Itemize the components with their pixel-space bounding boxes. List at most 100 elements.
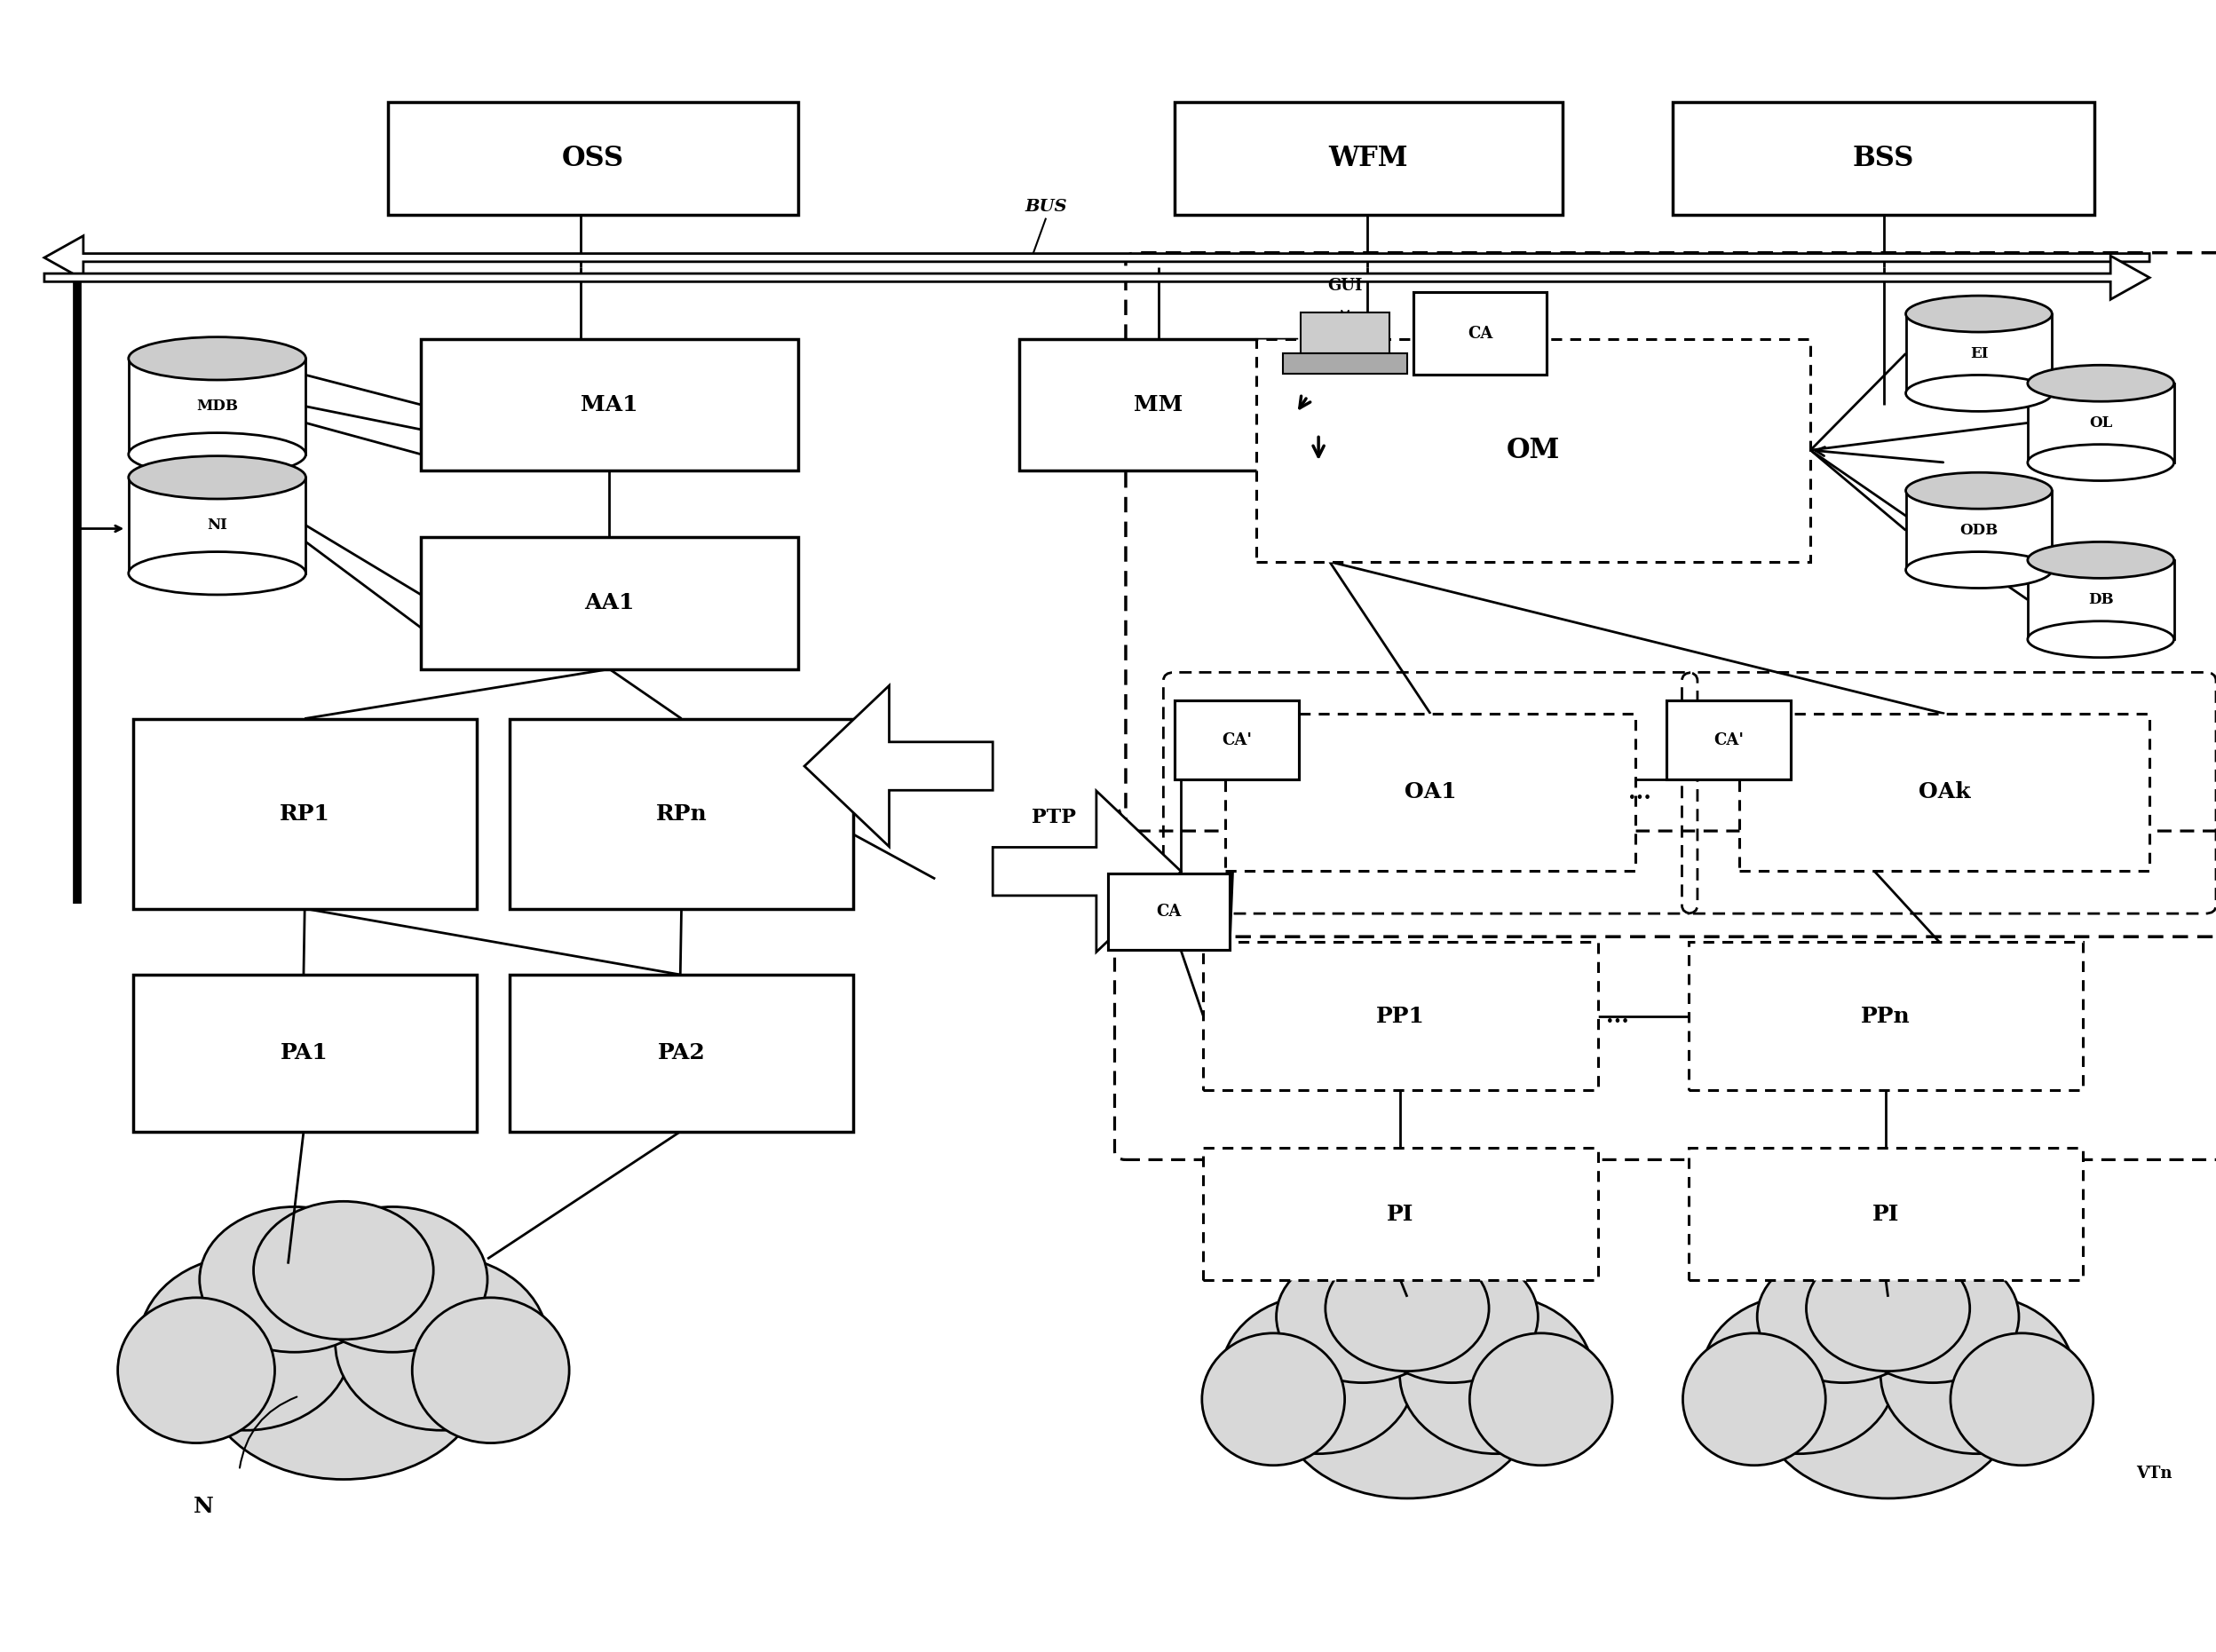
Ellipse shape <box>1906 296 2052 332</box>
Polygon shape <box>44 236 2150 279</box>
Bar <box>1174 102 1562 215</box>
Bar <box>1019 339 1296 471</box>
Bar <box>2028 560 2174 639</box>
Ellipse shape <box>1682 1333 1826 1465</box>
Text: PI: PI <box>1387 1204 1414 1224</box>
Text: ODB: ODB <box>1959 522 1999 539</box>
Ellipse shape <box>1846 1251 2019 1383</box>
Bar <box>133 975 476 1132</box>
Bar <box>1174 700 1299 780</box>
Ellipse shape <box>117 1298 275 1444</box>
Ellipse shape <box>1906 375 2052 411</box>
Ellipse shape <box>129 456 306 499</box>
Ellipse shape <box>297 1206 488 1351</box>
Ellipse shape <box>1281 1317 1533 1498</box>
Text: CA: CA <box>1157 904 1181 920</box>
Bar <box>129 477 306 573</box>
Bar <box>2028 383 2174 463</box>
Bar <box>1689 942 2083 1090</box>
Text: OL: OL <box>2090 415 2112 431</box>
Text: ...: ... <box>1607 1006 1629 1026</box>
Bar <box>1225 714 1635 871</box>
Polygon shape <box>44 256 2150 299</box>
Text: RP1: RP1 <box>279 803 330 824</box>
Bar <box>510 719 853 909</box>
Text: BSS: BSS <box>1853 145 1915 172</box>
Ellipse shape <box>129 552 306 595</box>
Ellipse shape <box>1906 472 2052 509</box>
Polygon shape <box>993 791 1181 952</box>
Text: MA1: MA1 <box>581 395 638 415</box>
Ellipse shape <box>129 337 306 380</box>
Bar <box>1203 1148 1598 1280</box>
Ellipse shape <box>1401 1295 1593 1454</box>
Ellipse shape <box>1201 1333 1345 1465</box>
Text: MM: MM <box>1132 395 1183 415</box>
Ellipse shape <box>140 1256 352 1431</box>
Ellipse shape <box>1221 1295 1414 1454</box>
Polygon shape <box>804 686 993 847</box>
Bar <box>1203 942 1598 1090</box>
Ellipse shape <box>2028 365 2174 401</box>
Ellipse shape <box>1276 1251 1449 1383</box>
Bar <box>1414 292 1547 375</box>
Bar <box>510 975 853 1132</box>
Ellipse shape <box>253 1201 434 1340</box>
Text: PPn: PPn <box>1861 1006 1910 1026</box>
Bar <box>133 719 476 909</box>
Text: OAk: OAk <box>1919 781 1970 803</box>
Ellipse shape <box>2028 444 2174 481</box>
Text: ...: ... <box>1629 783 1651 803</box>
Ellipse shape <box>1906 552 2052 588</box>
Ellipse shape <box>1325 1246 1489 1371</box>
Text: WFM: WFM <box>1330 145 1407 172</box>
Text: OA1: OA1 <box>1405 781 1456 803</box>
Text: DB: DB <box>2087 591 2114 608</box>
Text: VTn: VTn <box>2136 1465 2172 1482</box>
Text: OM: OM <box>1507 436 1560 464</box>
Bar <box>1906 314 2052 393</box>
Ellipse shape <box>1762 1317 2014 1498</box>
Bar <box>1673 102 2094 215</box>
Text: N: N <box>193 1497 215 1517</box>
Bar <box>1283 354 1407 373</box>
Bar <box>1906 491 2052 570</box>
Text: CA': CA' <box>1221 732 1252 748</box>
Bar <box>1740 714 2150 871</box>
Ellipse shape <box>2028 621 2174 657</box>
Text: GUI: GUI <box>1327 278 1363 294</box>
Bar <box>1301 312 1389 354</box>
Text: BUS: BUS <box>1024 198 1068 215</box>
Text: PA2: PA2 <box>658 1042 705 1064</box>
Bar <box>421 537 798 669</box>
Ellipse shape <box>1950 1333 2094 1465</box>
Text: PA1: PA1 <box>281 1042 328 1064</box>
Ellipse shape <box>335 1256 547 1431</box>
Ellipse shape <box>129 433 306 476</box>
Text: OSS: OSS <box>561 145 625 172</box>
Ellipse shape <box>1757 1251 1930 1383</box>
Text: RPn: RPn <box>656 803 707 824</box>
Text: MDB: MDB <box>197 398 237 415</box>
Ellipse shape <box>199 1206 390 1351</box>
Bar <box>1666 700 1791 780</box>
Bar <box>129 358 306 454</box>
Ellipse shape <box>1881 1295 2074 1454</box>
Bar <box>421 339 798 471</box>
Text: PI: PI <box>1873 1204 1899 1224</box>
Text: EI: EI <box>1970 345 1988 362</box>
Ellipse shape <box>2028 542 2174 578</box>
Text: PP1: PP1 <box>1376 1006 1425 1026</box>
Text: NI: NI <box>206 517 228 534</box>
Text: CA': CA' <box>1713 732 1744 748</box>
Text: AA1: AA1 <box>585 593 634 613</box>
Bar <box>1108 874 1230 950</box>
Bar <box>1689 1148 2083 1280</box>
Ellipse shape <box>1702 1295 1895 1454</box>
Text: CA: CA <box>1467 325 1494 342</box>
Bar <box>1256 339 1810 562</box>
Bar <box>388 102 798 215</box>
Text: PTP: PTP <box>1033 808 1075 828</box>
Ellipse shape <box>412 1298 570 1444</box>
Ellipse shape <box>1365 1251 1538 1383</box>
